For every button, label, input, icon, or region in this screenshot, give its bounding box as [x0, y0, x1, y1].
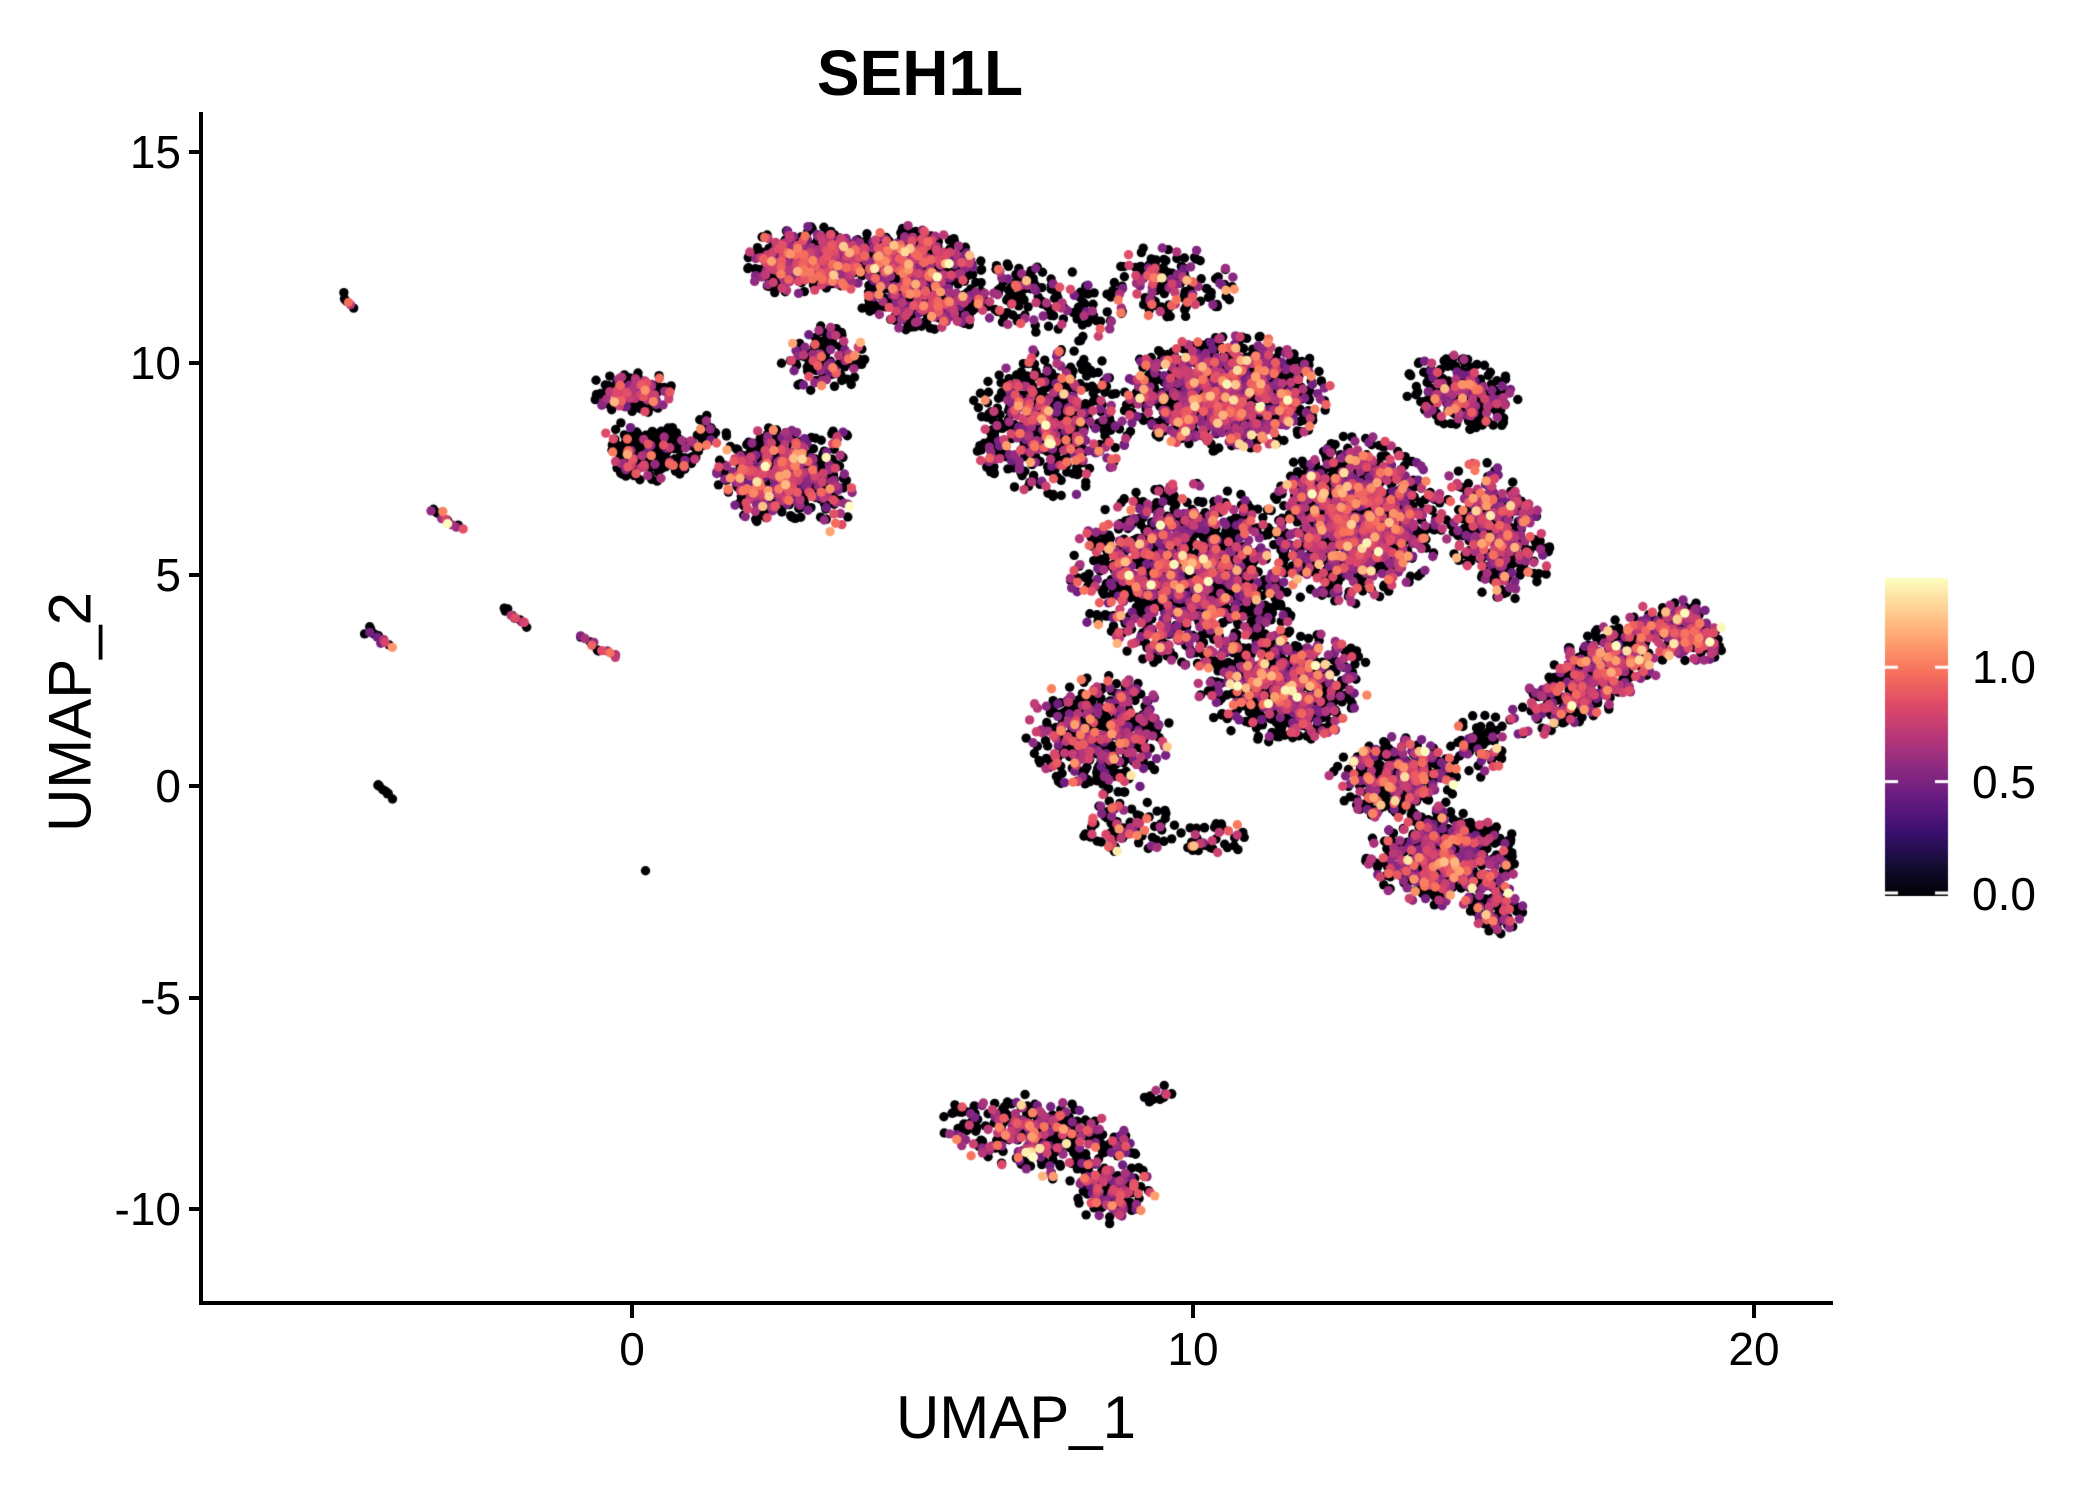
legend-tick-label: 0.0	[1972, 868, 2036, 920]
legend-tick-label: 0.5	[1972, 756, 2036, 808]
y-tick-label: 15	[129, 126, 181, 178]
y-tick-mark	[189, 361, 203, 365]
y-axis-title: UMAP_2	[36, 591, 104, 833]
y-tick-label: -10	[114, 1183, 181, 1235]
x-tick-label: 0	[619, 1323, 645, 1375]
y-tick-label: 0	[155, 760, 181, 812]
x-axis-line	[199, 1301, 1833, 1305]
x-tick-mark	[1752, 1304, 1756, 1318]
x-axis-title: UMAP_1	[895, 1384, 1137, 1451]
y-tick-mark	[189, 573, 203, 577]
legend-tick-label: 1.0	[1972, 641, 2036, 693]
plot-title: SEH1L	[816, 37, 1024, 109]
y-tick-label: 10	[129, 337, 181, 389]
y-tick-mark	[189, 996, 203, 1000]
y-tick-mark	[189, 150, 203, 154]
x-tick-mark	[630, 1304, 634, 1318]
y-tick-label: 5	[155, 549, 181, 601]
x-tick-label: 10	[1167, 1323, 1219, 1375]
x-tick-mark	[1191, 1304, 1195, 1318]
x-tick-label: 20	[1728, 1323, 1780, 1375]
y-tick-label: -5	[140, 972, 181, 1024]
y-tick-mark	[189, 1207, 203, 1211]
y-tick-mark	[189, 784, 203, 788]
y-axis-line	[199, 112, 203, 1304]
